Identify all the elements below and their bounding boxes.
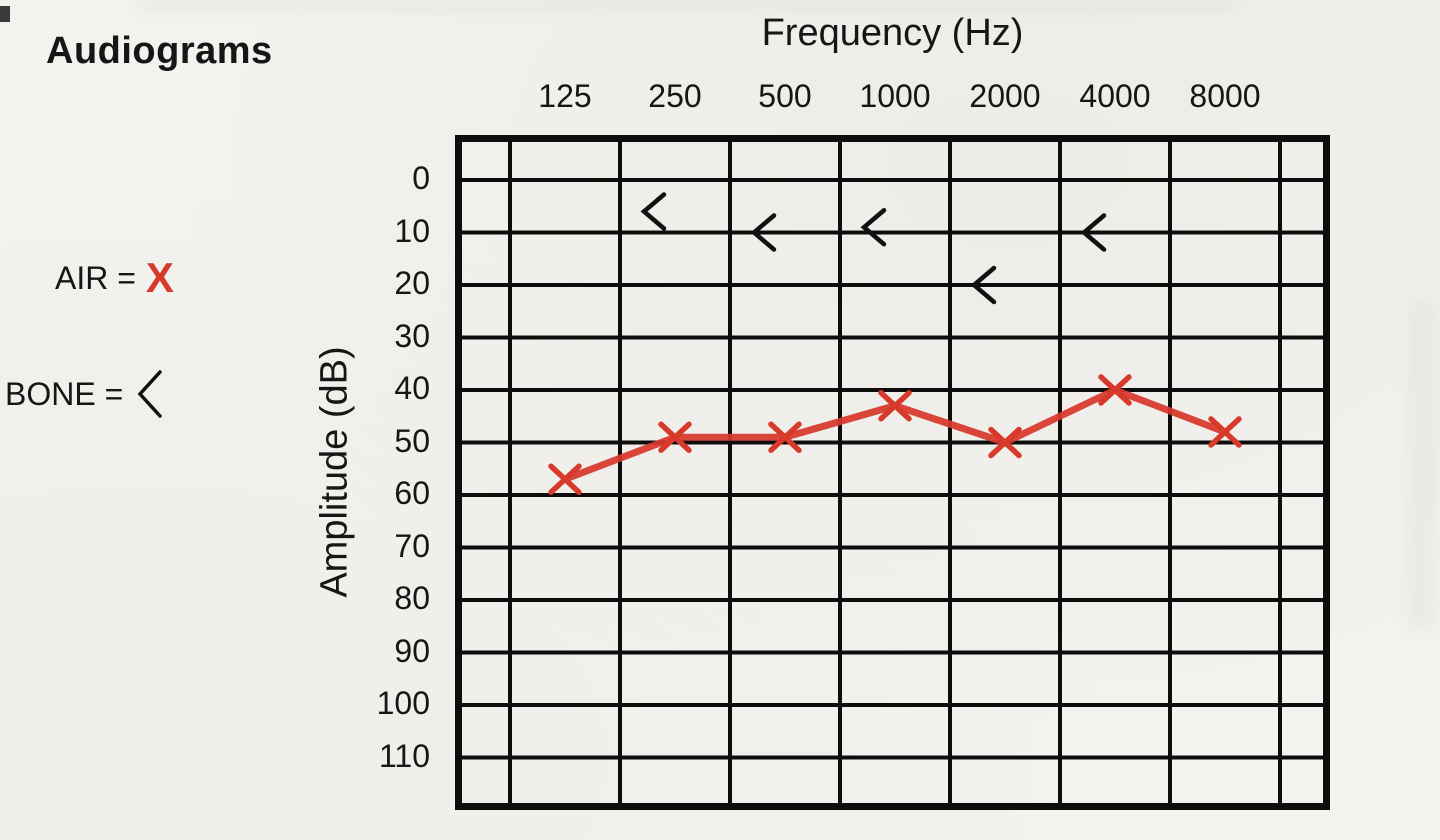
db-tick-30: 30	[394, 317, 430, 354]
freq-tick-125: 125	[538, 78, 592, 114]
audiogram-chart	[455, 135, 1330, 810]
legend-bone: BONE =	[5, 363, 165, 425]
freq-tick-8000: 8000	[1189, 78, 1261, 114]
db-tick-100: 100	[376, 685, 430, 722]
bone-chevron-icon	[137, 370, 163, 418]
freq-tick-250: 250	[648, 78, 702, 114]
freq-tick-2000: 2000	[969, 78, 1041, 114]
db-tick-80: 80	[394, 580, 430, 617]
scan-smudge-right	[1408, 300, 1436, 630]
legend-bone-label: BONE =	[5, 375, 124, 412]
db-tick-0: 0	[412, 160, 430, 197]
freq-tick-500: 500	[758, 78, 812, 114]
db-tick-110: 110	[378, 737, 430, 774]
db-tick-10: 10	[394, 212, 430, 249]
air-x-marker-symbol: X	[145, 254, 174, 301]
db-tick-40: 40	[394, 370, 430, 407]
db-tick-60: 60	[394, 475, 430, 512]
db-tick-70: 70	[394, 527, 430, 564]
page-title: Audiograms	[46, 30, 273, 72]
legend-air: AIR = X	[55, 252, 174, 304]
freq-tick-1000: 1000	[859, 78, 931, 114]
db-tick-50: 50	[394, 422, 430, 459]
x-axis-title: Frequency (Hz)	[761, 12, 1024, 54]
db-tick-90: 90	[394, 632, 430, 669]
x-axis-tick-labels: 125 250 500 1000 2000 4000 8000	[455, 78, 1330, 122]
freq-tick-4000: 4000	[1079, 78, 1151, 114]
legend-air-label: AIR =	[55, 259, 136, 296]
db-tick-20: 20	[394, 265, 430, 302]
scan-artifact-corner	[0, 6, 10, 22]
scan-smudge-top	[140, 0, 1240, 10]
y-axis-tick-labels: 0 10 20 30 40 50 60 70 80 90 100 110	[330, 135, 442, 810]
